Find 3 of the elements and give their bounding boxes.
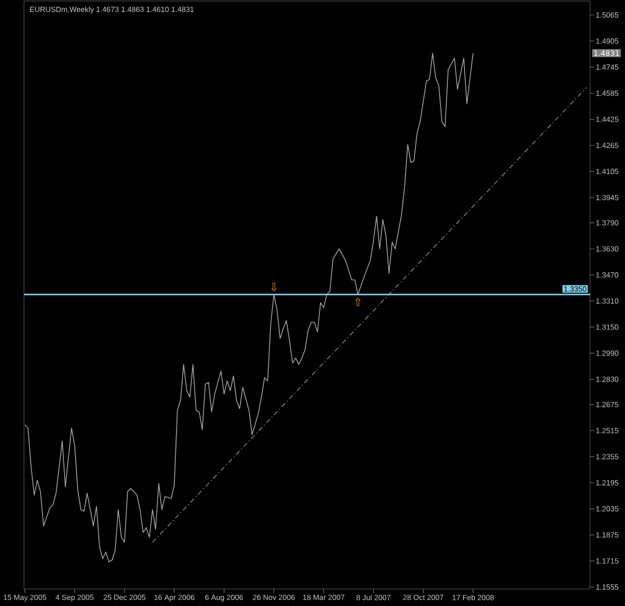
line-series [24, 52, 474, 562]
annotation: ⇧ [355, 298, 361, 306]
annotation: ⇩ [271, 283, 277, 292]
